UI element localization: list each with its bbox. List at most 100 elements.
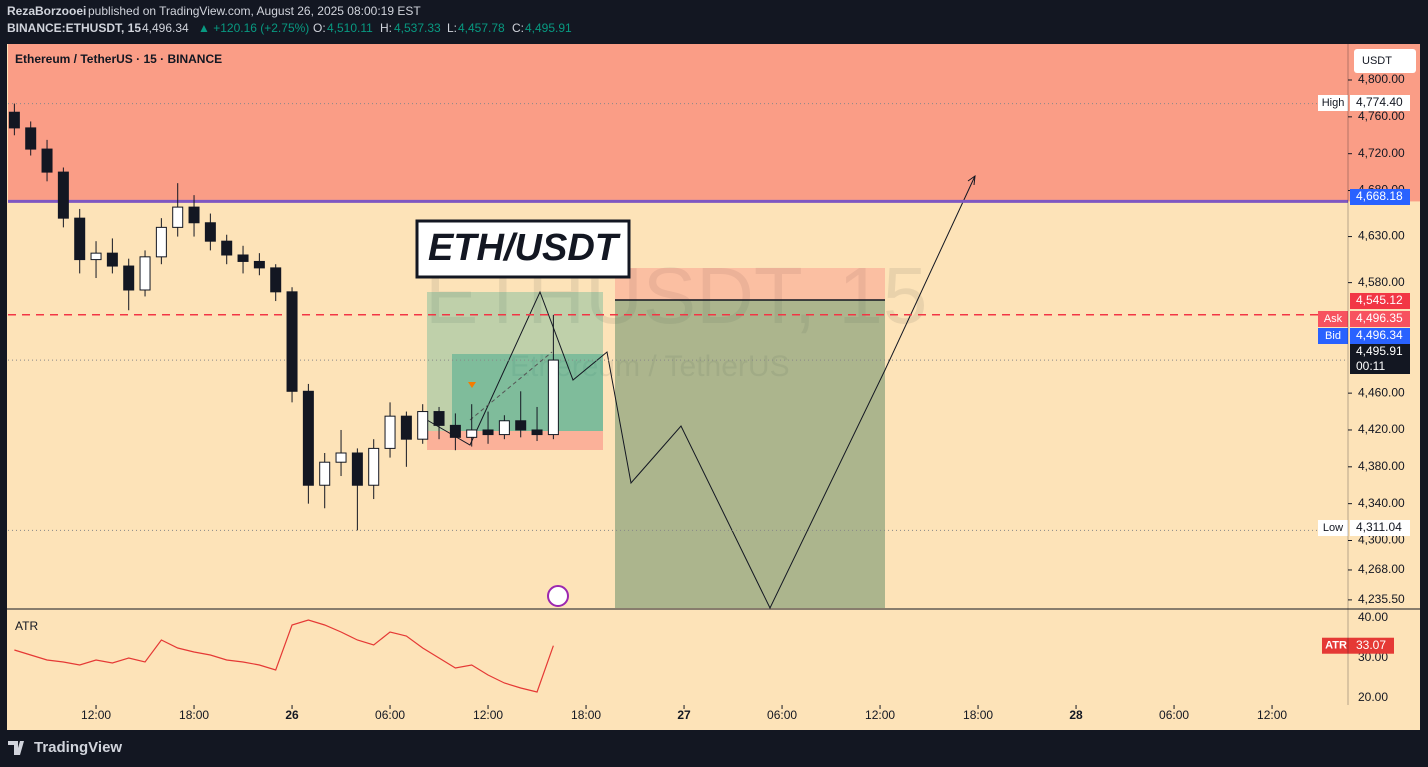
atr-tick-label: 40.00 (1358, 610, 1388, 624)
signal (468, 382, 476, 388)
price-tag-name: Bid (1325, 330, 1341, 342)
price-tag-label: 4,496.34 (1356, 328, 1403, 342)
x-tick-label: 27 (677, 708, 691, 722)
price-tag (1350, 520, 1410, 536)
candle-body (531, 429, 543, 436)
atr-tag-label: 33.07 (1356, 638, 1386, 652)
published: published on TradingView.com, August 26,… (88, 4, 421, 18)
y-tick-label: 4,235.50 (1358, 592, 1405, 606)
event-icon (547, 585, 569, 607)
x-tick-label: 18:00 (179, 708, 209, 722)
candle-body (400, 415, 412, 440)
price-tag (1350, 293, 1410, 309)
candle-body (351, 452, 363, 486)
candle-body (482, 429, 494, 436)
price-tag-label: 4,774.40 (1356, 95, 1403, 109)
candle-body (547, 359, 559, 436)
candle-body (253, 260, 265, 269)
price-tag-name: Low (1323, 522, 1343, 534)
o: 4,510.11 (327, 21, 373, 35)
x-tick-label: 12:00 (81, 708, 111, 722)
y-tick-label: 4,380.00 (1358, 459, 1405, 473)
price-tag-name-bg (1318, 328, 1348, 344)
candle-body (90, 252, 102, 261)
candle-body (139, 256, 151, 291)
l-label: L: (447, 21, 457, 35)
candle-body (237, 254, 249, 262)
candle-body (188, 206, 200, 224)
price-tag-name: Ask (1324, 313, 1343, 325)
atr-tick-label: 20.00 (1358, 690, 1388, 704)
candle-body (155, 226, 167, 258)
y-tick-label: 4,720.00 (1358, 146, 1405, 160)
price-tag (1350, 344, 1410, 374)
y-tick-label: 4,268.00 (1358, 562, 1405, 576)
candle-body (74, 217, 86, 261)
resistance-zone (8, 44, 1348, 202)
candle-body (368, 447, 380, 486)
arrow-head (967, 174, 976, 186)
y-tick-label: 4,460.00 (1358, 385, 1405, 399)
countdown: 00:11 (1356, 359, 1385, 373)
candle-body (270, 267, 282, 293)
brand: TradingView (34, 739, 122, 756)
x-tick-label: 06:00 (375, 708, 405, 722)
candle-body (498, 420, 510, 436)
price-tag-name-bg (1318, 95, 1348, 111)
short-stop (615, 268, 885, 300)
candle-body (204, 222, 216, 242)
candle-body (172, 206, 184, 228)
price-tag-label: 4,311.04 (1356, 520, 1402, 534)
x-tick-label: 26 (285, 708, 299, 722)
x-tick-label: 28 (1069, 708, 1083, 722)
y-tick-label: 4,420.00 (1358, 422, 1405, 436)
currency: USDT (1362, 55, 1392, 67)
x-tick-label: 06:00 (1159, 708, 1189, 722)
legend: Ethereum / TetherUS · 15 · BINANCE (15, 52, 222, 66)
last: 4,496.34 (142, 21, 189, 35)
symbol: BINANCE:ETHUSDT, 15 (7, 21, 141, 35)
y-tick-label: 4,760.00 (1358, 109, 1405, 123)
price-tag-label: 4,495.91 (1356, 344, 1403, 358)
x-tick-label: 18:00 (963, 708, 993, 722)
candle-body (466, 429, 478, 438)
candle-body (106, 252, 118, 267)
y-tick-label: 4,580.00 (1358, 275, 1405, 289)
h-label: H: (380, 21, 392, 35)
x-tick-label: 06:00 (767, 708, 797, 722)
annotation: ETH/USDT (428, 227, 621, 269)
x-tick-label: 12:00 (865, 708, 895, 722)
publisher: RezaBorzooei (7, 4, 86, 18)
price-tag-name-bg (1318, 520, 1348, 536)
x-tick-label: 12:00 (473, 708, 503, 722)
candle-body (8, 111, 20, 129)
candle-body (417, 411, 429, 440)
price-tag (1350, 328, 1410, 344)
annotation-box (415, 219, 631, 279)
x-tick-label: 12:00 (1257, 708, 1287, 722)
o-label: O: (313, 21, 326, 35)
atr-tag (1350, 637, 1394, 654)
candle-body (302, 390, 314, 486)
change: ▲ +120.16 (+2.75%) (198, 21, 309, 35)
h: 4,537.33 (394, 21, 441, 35)
x-tick-label: 18:00 (571, 708, 601, 722)
candle-body (57, 171, 69, 219)
price-tag-name: High (1322, 97, 1345, 109)
atr-tag-name: ATR (1325, 640, 1347, 652)
long-target-inner (452, 354, 603, 431)
candle-body (335, 452, 347, 463)
candle-body (41, 148, 53, 173)
candle-body (319, 461, 331, 486)
atr-line (14, 619, 554, 693)
short-target (615, 300, 885, 608)
price-tag (1350, 311, 1410, 327)
candle-body (384, 415, 396, 449)
candle-body (433, 411, 445, 426)
candle-body (123, 265, 135, 291)
y-tick-label: 4,300.00 (1358, 533, 1405, 547)
c: 4,495.91 (525, 21, 572, 35)
c-label: C: (512, 21, 524, 35)
price-tag (1350, 189, 1410, 205)
